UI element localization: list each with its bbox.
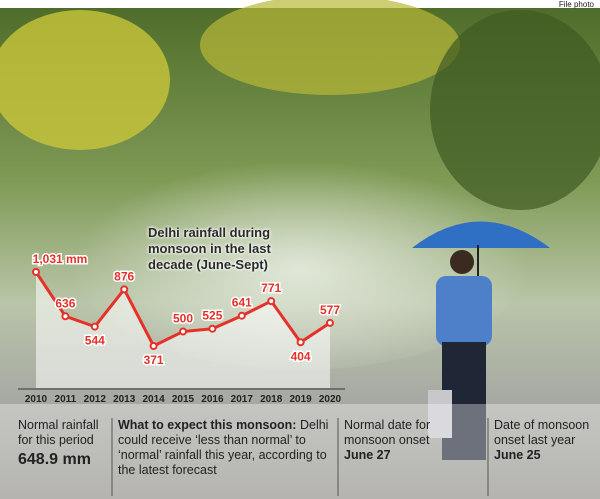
area <box>36 272 330 388</box>
point <box>326 318 334 327</box>
value-label: 525 <box>202 309 222 323</box>
point <box>32 268 40 276</box>
value-label: 771 <box>261 281 281 295</box>
point <box>120 285 129 294</box>
x-tick-label: 2013 <box>113 394 136 405</box>
point <box>267 297 276 306</box>
info-panel: What to expect this monsoon: Delhi could… <box>118 418 333 496</box>
x-tick-label: 2010 <box>25 394 48 405</box>
value-label: 636 <box>55 296 75 310</box>
panel-heading: What to expect this monsoon: <box>118 418 297 432</box>
photo-credit: File photo <box>558 0 594 9</box>
panel-bg <box>0 404 600 499</box>
info-panel: Normal rainfall for this period 648.9 mm <box>18 418 108 496</box>
person <box>412 221 550 460</box>
value-label: 404 <box>291 349 311 363</box>
value-label: 641 <box>232 296 252 310</box>
x-tick-label: 2014 <box>142 394 165 405</box>
point <box>179 327 187 336</box>
foliage <box>0 10 170 150</box>
value-label: 1,031 mm <box>33 252 88 266</box>
x-tick-label: 2020 <box>319 394 342 405</box>
x-tick-label: 2016 <box>201 394 224 405</box>
x-tick-label: 2012 <box>84 394 107 405</box>
panel-value: 648.9 mm <box>18 451 91 468</box>
panel-value: June 25 <box>494 448 541 462</box>
x-tick-label: 2015 <box>172 394 195 405</box>
panel-text: Delhi could receive ‘less than normal’ t… <box>118 418 329 477</box>
mist <box>70 150 530 370</box>
panel-label: Normal rainfall for this period <box>18 418 99 447</box>
x-tick-label: 2017 <box>231 394 254 405</box>
point <box>296 338 305 347</box>
value-label: 876 <box>114 269 134 283</box>
point <box>208 324 217 333</box>
x-tick-label: 2011 <box>55 394 77 405</box>
value-label: 500 <box>173 312 193 326</box>
point <box>237 311 246 320</box>
value-label: 371 <box>144 353 164 367</box>
foliage <box>200 0 460 95</box>
info-panel: Normal date for monsoon onset June 27 <box>344 418 484 496</box>
value-label: 544 <box>85 334 105 348</box>
info-panel: Date of monsoon onset last year June 25 <box>494 418 594 496</box>
point <box>90 322 99 331</box>
panel-label: Normal date for monsoon onset <box>344 418 431 447</box>
foliage <box>430 10 600 210</box>
x-tick-label: 2018 <box>260 394 283 405</box>
point <box>149 342 158 350</box>
panel-label: Date of monsoon onset last year <box>494 418 590 447</box>
point <box>61 312 70 321</box>
panel-value: June 27 <box>344 448 391 462</box>
chart-title: Delhi rainfall during monsoon in the las… <box>148 225 271 272</box>
x-tick-label: 2019 <box>289 394 312 405</box>
value-label: 577 <box>320 303 340 317</box>
